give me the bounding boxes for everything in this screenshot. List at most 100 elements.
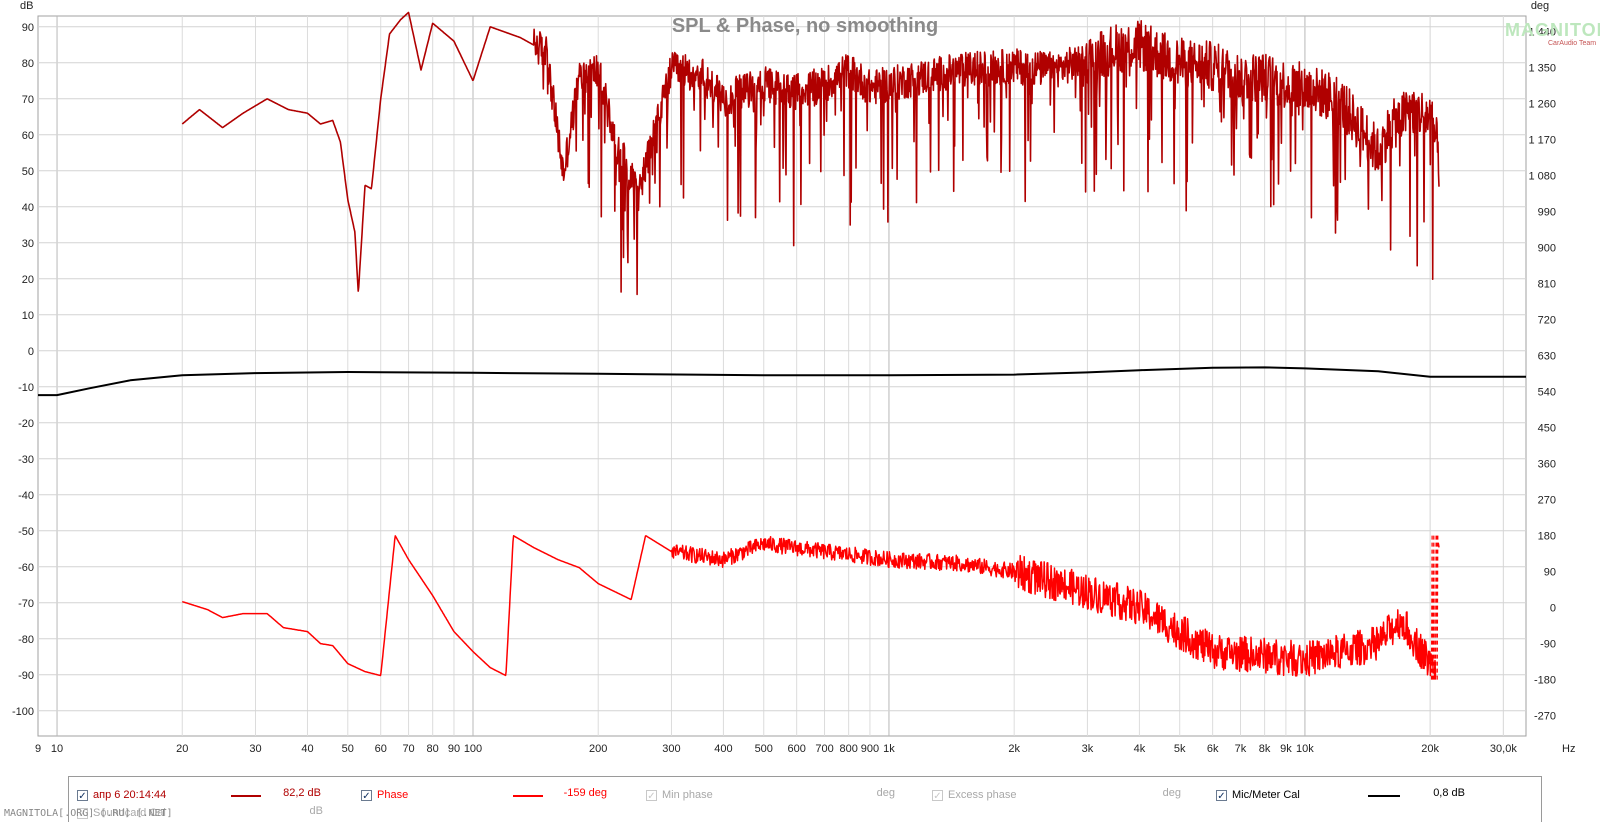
x-tick-label: 6k: [1207, 743, 1219, 755]
legend-item-min-phase[interactable]: ✓ Min phase: [646, 787, 713, 803]
legend-checkbox-measurement[interactable]: ✓: [77, 789, 88, 802]
y-left-tick-label: 40: [22, 202, 34, 214]
legend-checkbox-phase[interactable]: ✓: [361, 789, 372, 802]
y-left-unit: dB: [20, 0, 33, 12]
y-left-tick-label: -40: [18, 490, 34, 502]
y-right-tick-label: 540: [1538, 387, 1556, 399]
legend-swatch-mic-cal: [1368, 795, 1400, 797]
legend-label-mic-cal: Mic/Meter Cal: [1232, 789, 1300, 801]
x-tick-label: 400: [714, 743, 732, 755]
legend-value-mic-cal: 0,8 dB: [1433, 787, 1465, 799]
watermark-subtext: CarAudio Team: [1548, 40, 1597, 47]
legend-item-excess-phase[interactable]: ✓ Excess phase: [932, 787, 1016, 803]
mic-cal-trace: [38, 366, 1526, 397]
y-right-tick-label: 900: [1538, 243, 1556, 255]
legend-label-min-phase: Min phase: [662, 789, 713, 801]
x-tick-label: 90: [448, 743, 460, 755]
legend-item-phase[interactable]: ✓ Phase: [361, 787, 408, 803]
y-right-tick-label: 1 440: [1528, 27, 1556, 39]
y-right-tick-label: 810: [1538, 279, 1556, 291]
x-tick-label: 200: [589, 743, 607, 755]
y-right-tick-label: 360: [1538, 459, 1556, 471]
y-right-tick-label: 1 080: [1528, 171, 1556, 183]
y-right-tick-label: 450: [1538, 423, 1556, 435]
y-left-tick-label: -70: [18, 598, 34, 610]
spl-series: [181, 11, 1440, 296]
legend-value-measurement: 82,2 dB: [283, 787, 321, 799]
y-left-tick-label: 30: [22, 238, 34, 250]
legend-label-measurement: апр 6 20:14:44: [93, 789, 167, 801]
x-tick-label: 20k: [1421, 743, 1439, 755]
legend-checkbox-soundcard-cal[interactable]: ✓: [77, 807, 88, 820]
footer-watermark: MAGNITOLA[.ORG] [.RU] [.NET]: [4, 808, 173, 819]
y-right-tick-label: 990: [1538, 207, 1556, 219]
y-left-tick-label: 20: [22, 274, 34, 286]
x-tick-label: 3k: [1082, 743, 1094, 755]
watermark-logo: MAGNITOLA: [1505, 20, 1600, 40]
x-tick-label: 900: [861, 743, 879, 755]
x-tick-label: 9: [35, 743, 41, 755]
legend-value-phase: -159 deg: [563, 787, 607, 799]
x-tick-label: 30: [249, 743, 261, 755]
y-left-tick-label: 90: [22, 22, 34, 34]
legend-label-excess-phase: Excess phase: [948, 789, 1017, 801]
phase-series: [182, 535, 1440, 680]
y-right-tick-label: -270: [1534, 711, 1556, 723]
x-tick-label: 10: [51, 743, 63, 755]
y-left-tick-label: -10: [18, 382, 34, 394]
y-left-tick-label: 50: [22, 166, 34, 178]
phase-trace: [182, 535, 1440, 680]
y-left-tick-labels: 90 80 70 60 50 40 30 20 10 0 -10 -20 -30 -40 -50 -60 -70…: [12, 22, 34, 718]
x-tick-label: 9k: [1280, 743, 1292, 755]
x-tick-label: 4k: [1134, 743, 1146, 755]
x-tick-label: 60: [375, 743, 387, 755]
chart-title: SPL & Phase, no smoothing: [672, 15, 938, 37]
legend-checkbox-min-phase[interactable]: ✓: [646, 789, 657, 802]
x-tick-label: 7k: [1235, 743, 1247, 755]
legend-label-soundcard-cal: Soundcard Cal: [93, 807, 166, 819]
x-tick-label: 300: [662, 743, 680, 755]
y-right-tick-label: 90: [1544, 567, 1556, 579]
y-left-tick-label: -80: [18, 634, 34, 646]
x-unit: Hz: [1562, 743, 1575, 755]
spl-trace: [181, 11, 1440, 296]
legend-item-soundcard-cal[interactable]: ✓ Soundcard Cal: [77, 805, 166, 821]
legend-value-soundcard-cal: dB: [309, 805, 323, 817]
legend-item-measurement[interactable]: ✓ апр 6 20:14:44: [77, 787, 166, 803]
y-left-tick-label: -60: [18, 562, 34, 574]
x-tick-label: 500: [755, 743, 773, 755]
y-right-tick-label: 1 260: [1528, 99, 1556, 111]
legend-checkbox-mic-cal[interactable]: ✓: [1216, 789, 1227, 802]
x-tick-label: 2k: [1008, 743, 1020, 755]
legend-checkbox-excess-phase[interactable]: ✓: [932, 789, 943, 802]
y-right-tick-label: 1 170: [1528, 135, 1556, 147]
x-tick-label: 1k: [883, 743, 895, 755]
y-left-tick-label: 10: [22, 310, 34, 322]
x-tick-label: 80: [427, 743, 439, 755]
x-tick-label: 700: [815, 743, 833, 755]
x-tick-labels: 9 10 20 30 40 50 60 70 80 90 100 200 300 400 500 600 700…: [35, 743, 1517, 755]
x-tick-label: 100: [464, 743, 482, 755]
y-left-tick-label: 70: [22, 94, 34, 106]
legend-item-mic-cal[interactable]: ✓ Mic/Meter Cal: [1216, 787, 1300, 803]
y-left-tick-label: 0: [28, 346, 34, 358]
x-tick-label: 800: [839, 743, 857, 755]
x-tick-label: 30,0k: [1490, 743, 1517, 755]
phase-wrap-lines: [1430, 535, 1439, 680]
x-tick-label: 50: [342, 743, 354, 755]
y-left-tick-label: -20: [18, 418, 34, 430]
y-right-tick-label: 270: [1538, 495, 1556, 507]
y-right-tick-label: 0: [1550, 603, 1556, 615]
y-right-tick-label: 630: [1538, 351, 1556, 363]
legend-panel: ✓ апр 6 20:14:44 82,2 dB ✓ Phase -159 de…: [68, 776, 1542, 822]
y-left-tick-label: -100: [12, 706, 34, 718]
y-left-tick-label: 60: [22, 130, 34, 142]
mic-cal-series: [38, 366, 1526, 397]
legend-value-excess-phase: deg: [1162, 787, 1181, 799]
y-right-unit: deg: [1531, 0, 1549, 12]
legend-label-phase: Phase: [377, 789, 409, 801]
legend-swatch-phase: [513, 795, 543, 797]
y-right-tick-label: 180: [1538, 531, 1556, 543]
